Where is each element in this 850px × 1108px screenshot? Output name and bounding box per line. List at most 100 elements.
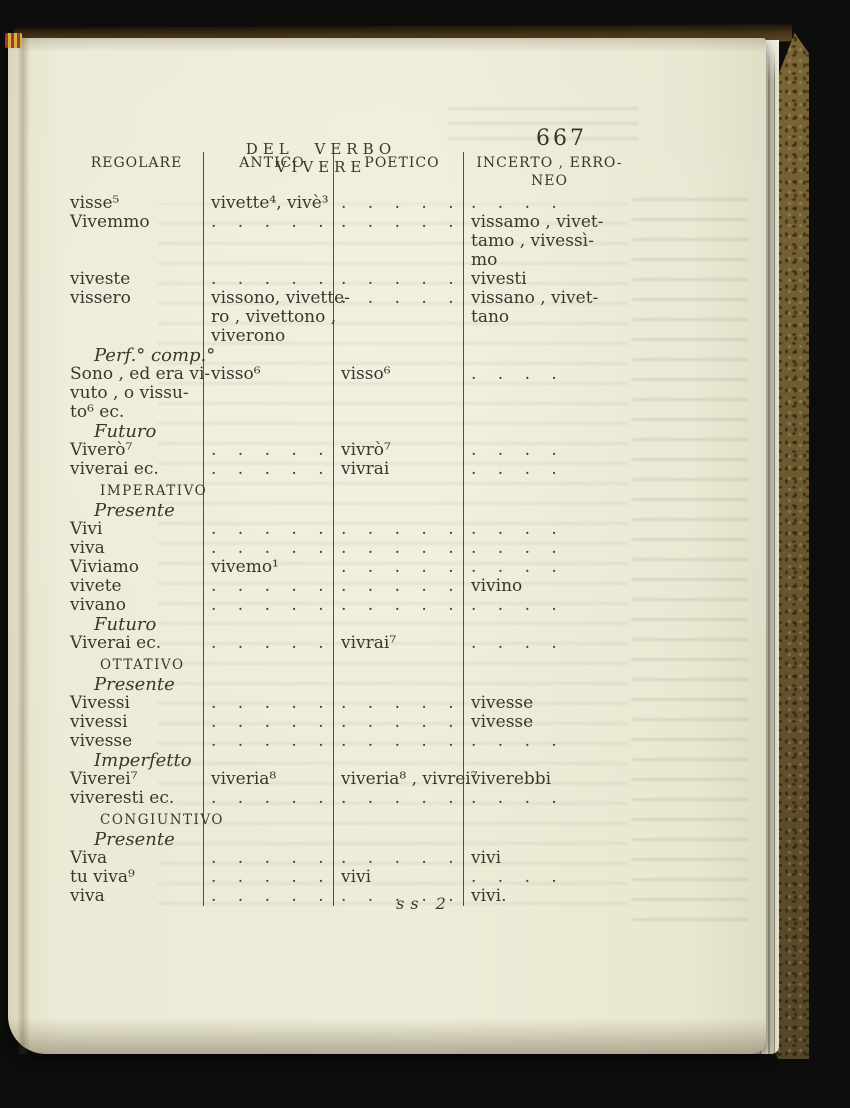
running-header: DEL VERBO VIVERE 667 <box>8 116 766 176</box>
cell: . . . . . <box>333 520 463 539</box>
book-page: DEL VERBO VIVERE 667 REGOLARE ANTICO POE… <box>8 38 766 1054</box>
empty-cell <box>203 653 333 675</box>
cell: . . . . . <box>333 270 463 289</box>
section-heading: CONGIUNTIVO <box>100 812 224 828</box>
cell: visso⁶ <box>203 365 333 422</box>
cell: vissono, vivette- ro , vivettono , viver… <box>203 289 350 346</box>
cell: . . . . . <box>203 849 333 868</box>
cell: . . . . . <box>203 520 333 539</box>
column-header-antico: ANTICO <box>203 152 333 194</box>
section-row: Imperfetto <box>68 751 628 770</box>
cell: vivrai⁷ <box>333 634 463 653</box>
cell: viveresti ec. <box>70 788 175 808</box>
empty-cell <box>463 422 628 441</box>
cell: Viverei⁷ <box>70 769 138 789</box>
cell: visse⁵ <box>70 193 120 213</box>
empty-cell <box>203 615 333 634</box>
section-heading: Futuro <box>94 421 157 442</box>
cell: . . . . <box>463 789 628 808</box>
table-header-row: REGOLARE ANTICO POETICO INCERTO , ERRO- … <box>68 152 628 194</box>
cell: viveria⁸ <box>203 770 333 789</box>
section-row: Presente <box>68 501 628 520</box>
cell: Sono , ed era vi- vuto , o vissu- to⁶ ec… <box>70 364 211 422</box>
cell: vissero <box>70 288 131 308</box>
page-number: 667 <box>536 126 587 151</box>
empty-cell <box>333 479 463 501</box>
book-headband <box>5 33 22 48</box>
empty-cell <box>203 808 333 830</box>
cell: . . . . <box>463 732 628 751</box>
cell: viverebbi <box>463 770 628 789</box>
conjugation-table: REGOLARE ANTICO POETICO INCERTO , ERRO- … <box>68 152 628 906</box>
table-row: viva. . . . .. . . . .. . . . <box>68 539 628 558</box>
cell: . . . . . <box>333 887 463 906</box>
column-header-poetico: POETICO <box>333 152 463 194</box>
section-row: Perf.° comp.° <box>68 346 628 365</box>
empty-cell <box>463 615 628 634</box>
empty-cell <box>203 346 333 365</box>
section-heading: Presente <box>94 829 175 850</box>
cell: . . . . . <box>203 213 333 270</box>
cell: Vivessi <box>70 693 130 713</box>
cell: visso⁶ <box>333 365 463 422</box>
cell: vivi. <box>463 887 628 906</box>
cell: vivrò⁷ <box>333 441 463 460</box>
book-cover-marbled-edge <box>773 33 809 1059</box>
cell: vivi <box>333 868 463 887</box>
bleed-through-texture <box>632 188 748 933</box>
page-gutter-shadow <box>17 38 29 1054</box>
table-row: viveresti ec.. . . . .. . . . .. . . . <box>68 789 628 808</box>
table-row: Viva. . . . .. . . . . vivi <box>68 849 628 868</box>
cell: . . . . <box>463 520 628 539</box>
table-row: Viverai ec. . . . . . vivrai⁷. . . . <box>68 634 628 653</box>
cell: vivi <box>463 849 628 868</box>
section-heading: Presente <box>94 674 175 695</box>
table-row: tu viva⁹ . . . . . vivi. . . . <box>68 868 628 887</box>
cell: viveria⁸ , vivrei⁷ <box>333 770 478 789</box>
section-heading: Presente <box>94 500 175 521</box>
empty-cell <box>203 422 333 441</box>
empty-cell <box>463 830 628 849</box>
signature-mark: ss 2 <box>396 894 452 913</box>
cell: . . . . . <box>333 596 463 615</box>
cell: . . . . <box>463 558 628 577</box>
table-row: visse⁵ vivette⁴, vivè³. . . . .. . . . <box>68 194 628 213</box>
cell: . . . . <box>463 539 628 558</box>
table-row: Vivessi. . . . .. . . . . vivesse <box>68 694 628 713</box>
cell: . . . . . <box>203 270 333 289</box>
cell: . . . . <box>463 634 628 653</box>
empty-cell <box>463 675 628 694</box>
cell: . . . . <box>463 460 628 479</box>
cell: vissamo , vivet- tamo , vivessì- mo <box>463 213 628 270</box>
section-heading: IMPERATIVO <box>100 483 208 499</box>
cell: vivrai <box>333 460 463 479</box>
section-row: Presente <box>68 830 628 849</box>
cell: . . . . <box>463 868 628 887</box>
section-heading: Futuro <box>94 614 157 635</box>
cell: . . . . . <box>333 789 463 808</box>
table-row: vivesse. . . . .. . . . .. . . . <box>68 732 628 751</box>
section-row: CONGIUNTIVO <box>68 808 628 830</box>
table-row: vivete. . . . .. . . . . vivino <box>68 577 628 596</box>
cell: vivesse <box>70 731 133 751</box>
table-row: Vivemmo. . . . .. . . . . vissamo , vivet… <box>68 213 628 270</box>
cell: tu viva⁹ <box>70 867 135 887</box>
empty-cell <box>203 501 333 520</box>
empty-cell <box>333 615 463 634</box>
table-row: viveste. . . . .. . . . . vivesti <box>68 270 628 289</box>
cell: . . . . . <box>203 441 333 460</box>
section-row: Presente <box>68 675 628 694</box>
empty-cell <box>333 346 463 365</box>
cell: . . . . . <box>333 713 463 732</box>
cell: . . . . . <box>203 887 333 906</box>
cell: vissano , vivet- tano <box>463 289 628 346</box>
cell: vivesti <box>463 270 628 289</box>
page-title: DEL VERBO VIVERE <box>245 140 397 176</box>
table-row: viva. . . . .. . . . . vivi. <box>68 887 628 906</box>
table-row: Sono , ed era vi- vuto , o vissu- to⁶ ec… <box>68 365 628 422</box>
table-row: vissero vissono, vivette- ro , vivettono … <box>68 289 628 346</box>
cell: Vivemmo <box>70 212 150 232</box>
column-header-regolare: REGOLARE <box>90 155 183 171</box>
cell: Viva <box>70 848 108 868</box>
